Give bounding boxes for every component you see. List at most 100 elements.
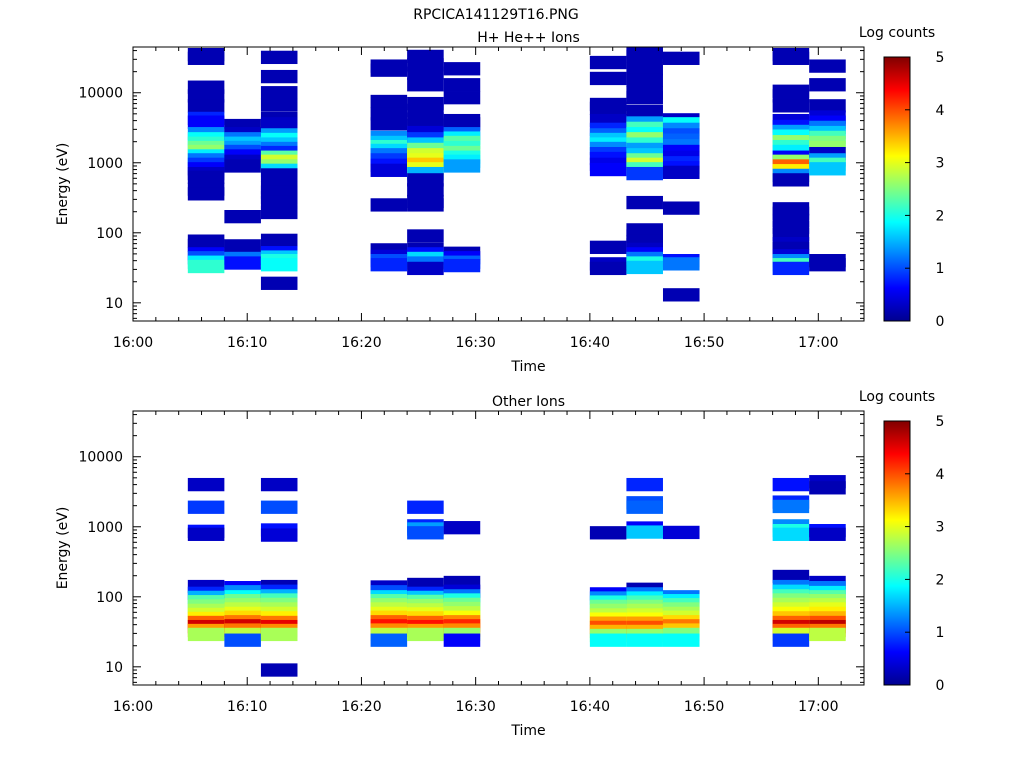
- heatmap-cell: [370, 117, 408, 131]
- heatmap-cell: [809, 527, 846, 541]
- x-tick-label: 16:50: [684, 699, 724, 715]
- colorbar-tick-label: 2: [936, 208, 945, 224]
- heatmap-cell: [772, 499, 810, 514]
- heatmap-cell: [589, 162, 627, 177]
- heatmap-cell: [407, 66, 444, 80]
- y-tick-label: 10000: [78, 86, 123, 102]
- x-tick-label: 16:10: [227, 699, 267, 715]
- heatmap-cell: [407, 173, 444, 187]
- heatmap-cell: [589, 526, 627, 540]
- y-tick-label: 10000: [78, 450, 123, 466]
- x-tick-label: 16:30: [455, 335, 495, 351]
- heatmap-cell: [772, 569, 810, 584]
- heatmap-cell: [626, 49, 663, 64]
- heatmap-cell: [260, 86, 298, 100]
- x-tick-label: 16:30: [455, 699, 495, 715]
- heatmap-cell: [626, 73, 663, 88]
- heatmap-cell: [772, 261, 810, 276]
- heatmap-cell: [224, 256, 261, 270]
- heatmap-cell: [187, 627, 225, 642]
- heatmap-cell: [187, 170, 225, 184]
- heatmap-cell: [626, 500, 663, 514]
- heatmap-cell: [260, 98, 298, 112]
- figure-title: RPCICA141129T16.PNG: [413, 7, 578, 23]
- heatmap-cells: [187, 47, 846, 302]
- panel-title: H+ He++ Ions: [477, 30, 580, 46]
- heatmap-cell: [370, 94, 408, 109]
- colorbar-label: Log counts: [859, 389, 935, 405]
- heatmap-cell: [260, 69, 298, 84]
- heatmap-cell: [187, 527, 225, 541]
- colorbar-tick-label: 3: [936, 520, 945, 536]
- heatmap-cell: [187, 500, 225, 514]
- y-axis-label: Energy (eV): [55, 507, 71, 590]
- heatmap-cell: [260, 50, 298, 65]
- heatmap-cell: [370, 258, 408, 272]
- heatmap-cell: [407, 261, 444, 276]
- heatmap-cell: [260, 663, 298, 677]
- x-axis-label: Time: [510, 723, 545, 739]
- heatmap-cell: [589, 240, 627, 254]
- y-tick-label: 1000: [87, 156, 123, 172]
- heatmap-cell: [407, 627, 444, 642]
- colorbar: [883, 420, 911, 686]
- heatmap-cell: [224, 210, 261, 224]
- x-tick-label: 16:50: [684, 335, 724, 351]
- heatmap-cell: [224, 159, 261, 173]
- heatmap-cell: [260, 276, 298, 290]
- heatmap-cell: [443, 62, 481, 76]
- colorbar-tick-label: 0: [936, 678, 945, 694]
- y-tick-label: 100: [96, 226, 123, 242]
- heatmap-cell: [589, 71, 627, 86]
- heatmap-cells: [187, 475, 846, 677]
- heatmap-cell: [370, 63, 408, 77]
- heatmap-cell: [626, 62, 663, 76]
- heatmap-cell: [407, 229, 444, 243]
- panel-h-he-ions: 16:00 16:10 16:20 16:30 16:40 16:50 17:0010100…: [55, 25, 945, 375]
- heatmap-cell: [260, 528, 298, 542]
- heatmap-cell: [626, 195, 663, 210]
- colorbar-tick-label: 3: [936, 156, 945, 172]
- heatmap-cell: [662, 525, 700, 540]
- heatmap-cell: [443, 521, 481, 535]
- colorbar-tick-label: 1: [936, 625, 945, 641]
- heatmap-cell: [187, 99, 225, 113]
- x-tick-label: 16:20: [341, 699, 381, 715]
- x-tick-label: 16:10: [227, 335, 267, 351]
- heatmap-cell: [260, 205, 298, 220]
- heatmap-cell: [443, 91, 481, 105]
- heatmap-cell: [809, 78, 846, 92]
- heatmap-cell: [443, 258, 481, 273]
- heatmap-cell: [443, 78, 481, 92]
- heatmap-cell: [224, 239, 261, 253]
- panel-title: Other Ions: [492, 394, 565, 410]
- x-tick-label: 16:40: [570, 699, 610, 715]
- heatmap-cell: [809, 481, 846, 495]
- heatmap-cell: [662, 257, 700, 271]
- heatmap-cell: [809, 59, 846, 73]
- heatmap-cell: [809, 99, 846, 113]
- heatmap-cell: [772, 527, 810, 541]
- heatmap-cell: [626, 104, 663, 119]
- heatmap-cell: [407, 198, 444, 212]
- colorbar-tick-label: 4: [936, 103, 945, 119]
- heatmap-cell: [626, 91, 663, 105]
- y-tick-label: 1000: [87, 520, 123, 536]
- heatmap-cell: [589, 633, 627, 647]
- heatmap-cell: [626, 525, 663, 539]
- panel-other-ions: 16:00 16:10 16:20 16:30 16:40 16:50 17:0010100…: [55, 389, 945, 739]
- heatmap-cell: [260, 500, 298, 514]
- colorbar-tick-label: 1: [936, 261, 945, 277]
- heatmap-cell: [370, 107, 408, 121]
- heatmap-cell: [187, 115, 225, 129]
- heatmap-cell: [772, 99, 810, 113]
- heatmap-cell: [626, 166, 663, 181]
- heatmap-cell: [187, 51, 225, 65]
- heatmap-cell: [260, 258, 298, 272]
- heatmap-cell: [443, 633, 481, 647]
- colorbar-label: Log counts: [859, 25, 935, 41]
- heatmap-cell: [772, 477, 810, 492]
- x-tick-label: 17:00: [798, 335, 838, 351]
- heatmap-cell: [809, 627, 846, 642]
